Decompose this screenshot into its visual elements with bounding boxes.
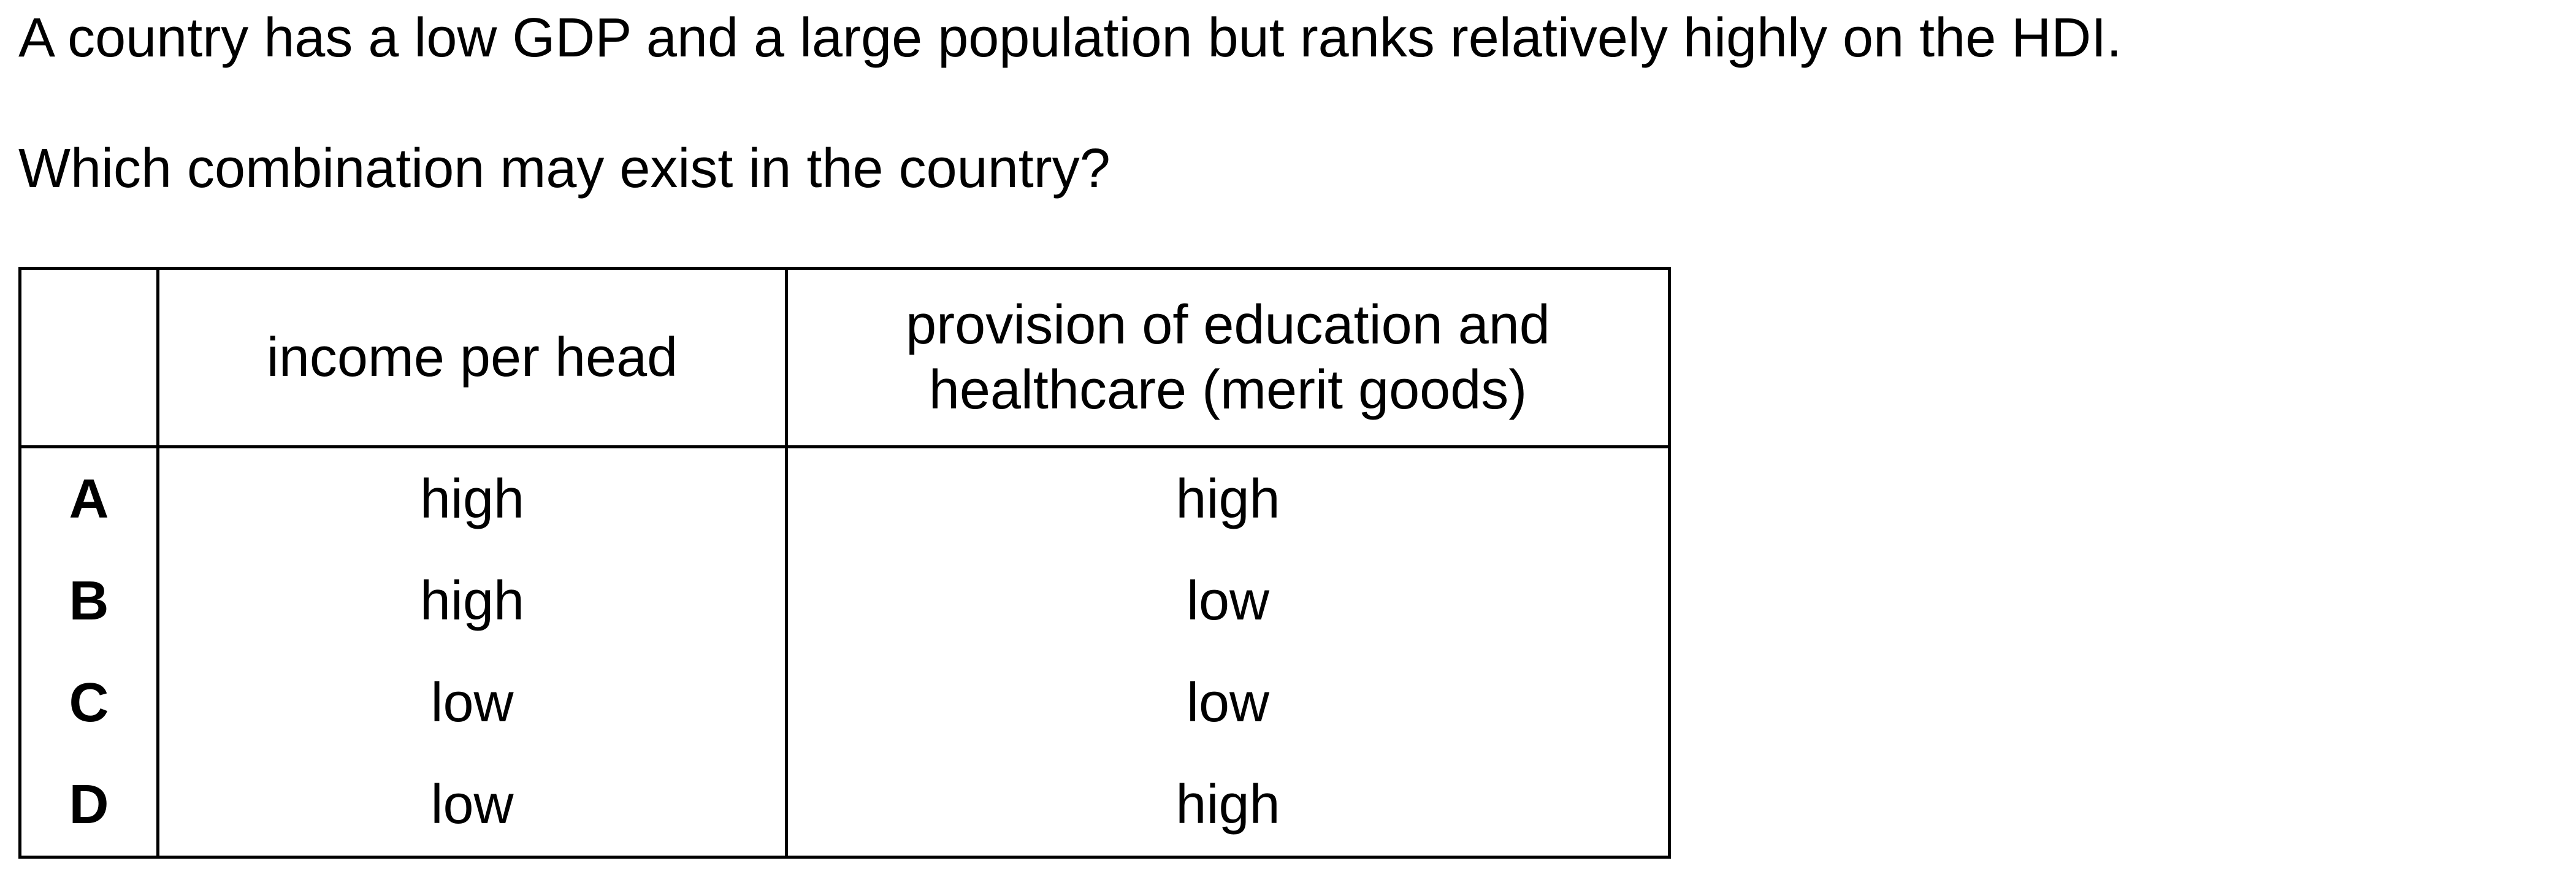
option-income: high xyxy=(156,550,788,652)
option-row-b: B high low xyxy=(18,550,1671,652)
question-stem: A country has a low GDP and a large popu… xyxy=(18,7,2122,69)
option-row-c: C low low xyxy=(18,652,1671,754)
question-prompt: Which combination may exist in the count… xyxy=(18,138,1110,199)
header-key xyxy=(18,267,159,448)
option-provision: high xyxy=(785,754,1671,859)
table-header-row: income per head provision of education a… xyxy=(18,267,1671,448)
option-row-d: D low high xyxy=(18,754,1671,859)
options-table: income per head provision of education a… xyxy=(18,267,1671,859)
option-key: D xyxy=(18,754,159,859)
header-provision-line-2: healthcare (merit goods) xyxy=(928,359,1527,421)
option-provision: low xyxy=(785,652,1671,754)
option-income: low xyxy=(156,652,788,754)
option-provision: high xyxy=(785,447,1671,550)
header-provision: provision of education and healthcare (m… xyxy=(785,267,1671,448)
header-provision-line-1: provision of education and xyxy=(906,294,1550,356)
option-key: C xyxy=(18,652,159,754)
option-key: B xyxy=(18,550,159,652)
option-provision: low xyxy=(785,550,1671,652)
option-income: high xyxy=(156,447,788,550)
option-income: low xyxy=(156,754,788,859)
option-row-a: A high high xyxy=(18,447,1671,550)
header-income-per-head: income per head xyxy=(156,267,788,448)
option-key: A xyxy=(18,447,159,550)
